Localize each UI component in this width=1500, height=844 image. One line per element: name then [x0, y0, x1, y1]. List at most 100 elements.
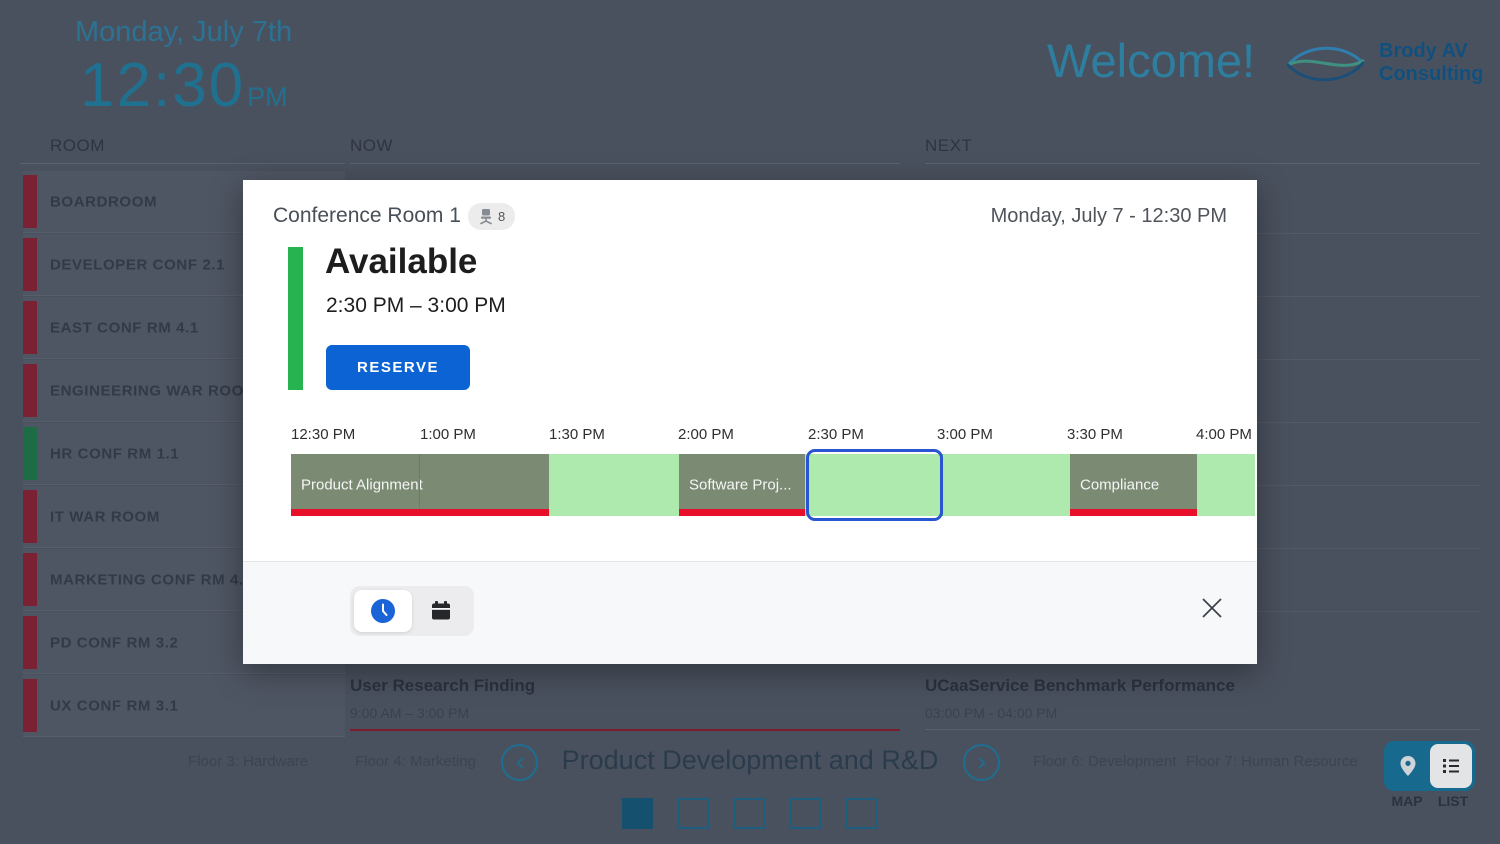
timeline-event-product-alignment[interactable]: Product Alignment: [291, 454, 549, 516]
calendar-view-button[interactable]: [412, 590, 470, 632]
room-row-developer-conf[interactable]: DEVELOPER CONF 2.1: [23, 234, 345, 296]
calendar-icon: [432, 601, 450, 620]
clock-icon: [371, 599, 395, 623]
timeline-tick: 3:00 PM: [937, 426, 993, 443]
timeline-event-software-proj[interactable]: Software Proj...: [679, 454, 805, 516]
availability-status-bar: [288, 247, 303, 390]
room-name: HR CONF RM 1.1: [50, 445, 180, 462]
brand-line1: Brody AV: [1379, 40, 1468, 62]
brand-logo-icon: [1283, 36, 1368, 96]
now-event-status-line: [350, 729, 900, 731]
next-floor-button[interactable]: [963, 744, 1000, 781]
map-list-toggle: [1384, 741, 1475, 791]
timeline-tick: 3:30 PM: [1067, 426, 1123, 443]
room-row-marketing-conf[interactable]: MARKETING CONF RM 4.2: [23, 549, 345, 611]
room-name: DEVELOPER CONF 2.1: [50, 256, 226, 273]
column-header-now: NOW: [350, 136, 394, 155]
room-row-ux-conf[interactable]: UX CONF RM 3.1: [23, 675, 345, 737]
previous-floor-button[interactable]: [501, 744, 538, 781]
page-indicator-3[interactable]: [734, 798, 765, 829]
timeline-tick: 1:00 PM: [420, 426, 476, 443]
divider: [243, 561, 1257, 562]
room-name: MARKETING CONF RM 4.2: [50, 571, 253, 588]
availability-timeline[interactable]: Product Alignment Software Proj... Compl…: [291, 454, 1255, 516]
modal-datetime: Monday, July 7 - 12:30 PM: [990, 205, 1227, 227]
time-suffix: PM: [247, 82, 288, 112]
map-view-button[interactable]: [1387, 744, 1429, 788]
map-pin-icon: [1400, 756, 1416, 776]
chevron-left-icon: [516, 757, 523, 768]
busy-indicator-line: [679, 509, 805, 516]
welcome-text: Welcome!: [1047, 34, 1256, 87]
room-status-bar: [23, 364, 37, 417]
map-label: MAP: [1391, 793, 1423, 809]
close-modal-button[interactable]: [1199, 595, 1225, 621]
time-view-button[interactable]: [354, 590, 412, 632]
current-floor-title: Product Development and R&D: [561, 745, 939, 775]
room-name: PD CONF RM 3.2: [50, 634, 179, 651]
list-view-button[interactable]: [1430, 744, 1472, 788]
column-header-next: NEXT: [925, 136, 973, 155]
chevron-right-icon: [978, 757, 985, 768]
floor-6-label[interactable]: Floor 6: Development: [1033, 753, 1177, 770]
timeline-event-compliance[interactable]: Compliance: [1070, 454, 1197, 516]
timeline-event-title: Product Alignment: [301, 476, 423, 494]
timeline-event-title: Software Proj...: [689, 476, 792, 494]
list-label: LIST: [1437, 793, 1469, 809]
modal-footer: [243, 562, 1257, 664]
floor-4-label[interactable]: Floor 4: Marketing: [355, 753, 476, 770]
capacity-badge: 8: [468, 203, 516, 230]
now-event-title: User Research Finding: [350, 676, 536, 695]
busy-indicator-line: [291, 509, 549, 516]
room-row-east-conf[interactable]: EAST CONF RM 4.1: [23, 297, 345, 359]
divider: [419, 454, 420, 509]
reserve-button[interactable]: RESERVE: [326, 345, 470, 390]
room-row-pd-conf[interactable]: PD CONF RM 3.2: [23, 612, 345, 674]
divider: [925, 163, 1480, 164]
floor-3-label[interactable]: Floor 3: Hardware: [188, 753, 309, 770]
room-status-bar: [23, 553, 37, 606]
list-icon: [1443, 759, 1459, 773]
room-row-engineering-war[interactable]: ENGINEERING WAR ROOM: [23, 360, 345, 422]
room-row-hr-conf[interactable]: HR CONF RM 1.1: [23, 423, 345, 485]
now-event[interactable]: User Research Finding 9:00 AM – 3:00 PM: [350, 676, 900, 731]
room-row-it-war[interactable]: IT WAR ROOM: [23, 486, 345, 548]
next-event-status-line: [925, 729, 1480, 730]
room-status-bar: [23, 490, 37, 543]
page-indicator-5[interactable]: [846, 798, 877, 829]
page-indicator-2[interactable]: [678, 798, 709, 829]
available-slot-range: 2:30 PM – 3:00 PM: [326, 294, 506, 317]
room-status-bar: [23, 616, 37, 669]
room-name: EAST CONF RM 4.1: [50, 319, 199, 336]
modal-room-name: Conference Room 1: [273, 204, 461, 227]
page-indicator-1[interactable]: [622, 798, 653, 829]
close-icon: [1202, 598, 1222, 618]
divider: [350, 163, 900, 164]
capacity-count: 8: [498, 209, 506, 224]
room-name: UX CONF RM 3.1: [50, 697, 179, 714]
current-date: Monday, July 7th: [75, 16, 293, 48]
room-name: BOARDROOM: [50, 193, 158, 210]
room-status-bar: [23, 301, 37, 354]
room-status-bar: [23, 679, 37, 732]
room-name: ENGINEERING WAR ROOM: [50, 382, 258, 399]
brand-line2: Consulting: [1379, 63, 1484, 85]
next-event-title: UCaaService Benchmark Performance: [925, 676, 1235, 695]
busy-indicator-line: [1070, 509, 1197, 516]
floor-7-label[interactable]: Floor 7: Human Resource: [1186, 753, 1358, 770]
brand-name: Brody AV Consulting: [1379, 40, 1483, 86]
room-name: IT WAR ROOM: [50, 508, 160, 525]
room-status-bar: [23, 175, 37, 228]
room-row-boardroom[interactable]: BOARDROOM: [23, 171, 345, 233]
timeline-tick: 2:30 PM: [808, 426, 864, 443]
next-event[interactable]: UCaaService Benchmark Performance 03:00 …: [925, 676, 1480, 730]
selected-slot-outline[interactable]: [806, 449, 943, 521]
next-event-time: 03:00 PM - 04:00 PM: [925, 705, 1058, 721]
page-indicator-4[interactable]: [790, 798, 821, 829]
room-status-bar: [23, 427, 37, 480]
divider: [20, 163, 345, 164]
current-time: 12:30 PM: [80, 50, 288, 121]
timeline-event-title: Compliance: [1080, 476, 1160, 494]
view-mode-toggle: [350, 586, 474, 636]
